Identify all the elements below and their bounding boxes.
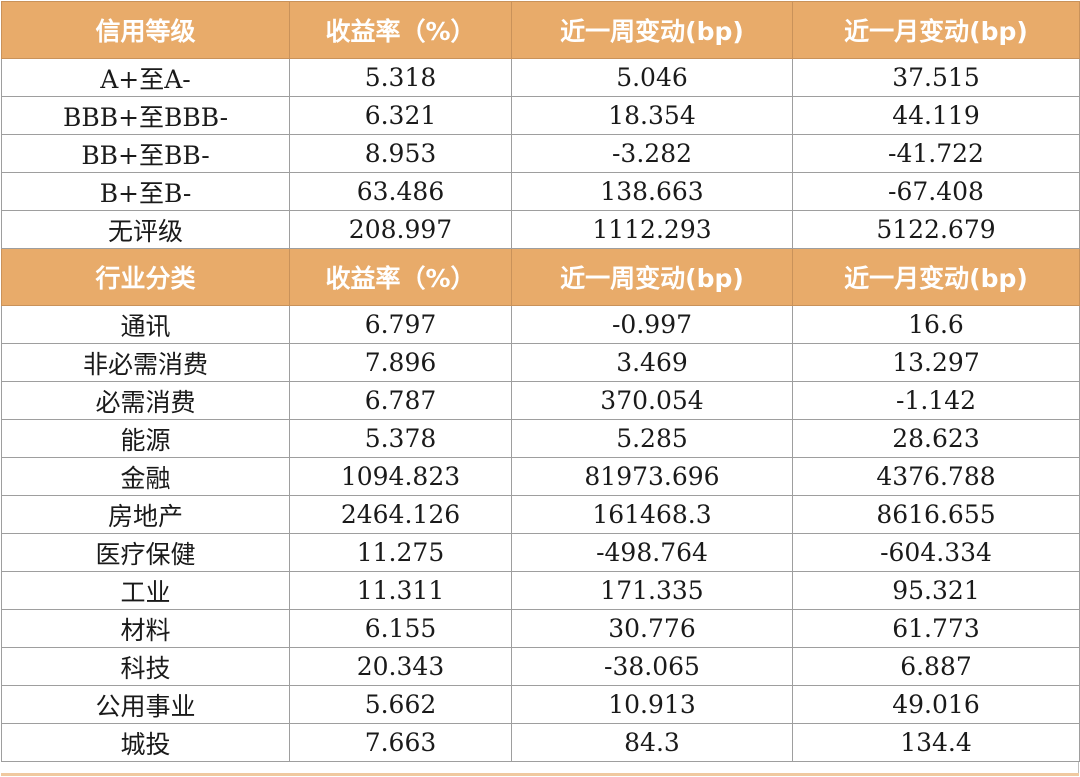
cell-week-change: -3.282: [511, 134, 793, 173]
cell-week-change: 10.913: [511, 685, 793, 724]
cell-category: 科技: [1, 647, 290, 686]
cell-category: BBB+至BBB-: [1, 96, 290, 135]
rating-header-week-change: 近一周变动(bp): [511, 1, 793, 59]
cell-month-change: 49.016: [792, 685, 1080, 724]
cell-yield: 2464.126: [289, 495, 512, 534]
cell-month-change: -67.408: [792, 172, 1080, 211]
cell-week-change: 18.354: [511, 96, 793, 135]
table-row: 金融 1094.823 81973.696 4376.788: [1, 457, 1080, 496]
cell-month-change: 8616.655: [792, 495, 1080, 534]
cell-yield: 63.486: [289, 172, 512, 211]
cell-week-change: 161468.3: [511, 495, 793, 534]
cell-week-change: -0.997: [511, 305, 793, 344]
cell-week-change: 171.335: [511, 571, 793, 610]
cell-yield: 7.896: [289, 343, 512, 382]
cell-week-change: 138.663: [511, 172, 793, 211]
cell-yield: 6.797: [289, 305, 512, 344]
cell-yield: 11.311: [289, 571, 512, 610]
cell-category: 医疗保健: [1, 533, 290, 572]
table-row: B+至B- 63.486 138.663 -67.408: [1, 172, 1080, 211]
cell-category: 材料: [1, 609, 290, 648]
cell-yield: 5.318: [289, 58, 512, 97]
cell-category: 非必需消费: [1, 343, 290, 382]
cell-week-change: -498.764: [511, 533, 793, 572]
table-row: 必需消费 6.787 370.054 -1.142: [1, 381, 1080, 420]
table-row: 通讯 6.797 -0.997 16.6: [1, 305, 1080, 344]
rating-header-row: 信用等级 收益率（%） 近一周变动(bp) 近一月变动(bp): [1, 1, 1080, 59]
cell-category: B+至B-: [1, 172, 290, 211]
cell-yield: 6.155: [289, 609, 512, 648]
cell-category: 房地产: [1, 495, 290, 534]
cell-month-change: 5122.679: [792, 210, 1080, 249]
cell-yield: 20.343: [289, 647, 512, 686]
cell-week-change: 5.285: [511, 419, 793, 458]
cell-week-change: 370.054: [511, 381, 793, 420]
cell-category: 必需消费: [1, 381, 290, 420]
cell-category: BB+至BB-: [1, 134, 290, 173]
industry-header-yield: 收益率（%）: [289, 248, 512, 306]
cell-week-change: 3.469: [511, 343, 793, 382]
cell-month-change: 95.321: [792, 571, 1080, 610]
cell-category: 无评级: [1, 210, 290, 249]
cell-category: 金融: [1, 457, 290, 496]
industry-header-month-change: 近一月变动(bp): [792, 248, 1080, 306]
rating-header-yield: 收益率（%）: [289, 1, 512, 59]
cell-week-change: 84.3: [511, 723, 793, 762]
cell-month-change: -41.722: [792, 134, 1080, 173]
rating-header-category: 信用等级: [1, 1, 290, 59]
table-row: 无评级 208.997 1112.293 5122.679: [1, 210, 1080, 249]
cell-month-change: 37.515: [792, 58, 1080, 97]
cell-yield: 7.663: [289, 723, 512, 762]
cell-yield: 6.787: [289, 381, 512, 420]
cell-month-change: 13.297: [792, 343, 1080, 382]
cell-yield: 11.275: [289, 533, 512, 572]
yield-table: 信用等级 收益率（%） 近一周变动(bp) 近一月变动(bp) A+至A- 5.318 5.…: [1, 1, 1080, 762]
cell-week-change: 30.776: [511, 609, 793, 648]
table-row: 非必需消费 7.896 3.469 13.297: [1, 343, 1080, 382]
cell-week-change: 1112.293: [511, 210, 793, 249]
cell-yield: 5.662: [289, 685, 512, 724]
cell-category: A+至A-: [1, 58, 290, 97]
table-row: 公用事业 5.662 10.913 49.016: [1, 685, 1080, 724]
table-row: 科技 20.343 -38.065 6.887: [1, 647, 1080, 686]
industry-header-week-change: 近一周变动(bp): [511, 248, 793, 306]
cell-yield: 1094.823: [289, 457, 512, 496]
cell-category: 工业: [1, 571, 290, 610]
industry-header-row: 行业分类 收益率（%） 近一周变动(bp) 近一月变动(bp): [1, 248, 1080, 306]
cell-month-change: 134.4: [792, 723, 1080, 762]
table-row: 能源 5.378 5.285 28.623: [1, 419, 1080, 458]
cell-month-change: 61.773: [792, 609, 1080, 648]
cell-month-change: 4376.788: [792, 457, 1080, 496]
cell-category: 能源: [1, 419, 290, 458]
yield-table-body: 信用等级 收益率（%） 近一周变动(bp) 近一月变动(bp) A+至A- 5.318 5.…: [1, 1, 1080, 762]
cell-month-change: 16.6: [792, 305, 1080, 344]
cell-month-change: -604.334: [792, 533, 1080, 572]
table-row: BBB+至BBB- 6.321 18.354 44.119: [1, 96, 1080, 135]
cell-yield: 208.997: [289, 210, 512, 249]
cell-month-change: 44.119: [792, 96, 1080, 135]
cell-yield: 5.378: [289, 419, 512, 458]
cell-week-change: 5.046: [511, 58, 793, 97]
table-row: 医疗保健 11.275 -498.764 -604.334: [1, 533, 1080, 572]
cell-week-change: 81973.696: [511, 457, 793, 496]
cell-category: 城投: [1, 723, 290, 762]
bottom-border: [1, 773, 1079, 776]
cell-month-change: 28.623: [792, 419, 1080, 458]
table-row: 房地产 2464.126 161468.3 8616.655: [1, 495, 1080, 534]
industry-header-category: 行业分类: [1, 248, 290, 306]
cell-yield: 8.953: [289, 134, 512, 173]
table-row: A+至A- 5.318 5.046 37.515: [1, 58, 1080, 97]
cell-category: 通讯: [1, 305, 290, 344]
table-row: 城投 7.663 84.3 134.4: [1, 723, 1080, 762]
cell-month-change: -1.142: [792, 381, 1080, 420]
cell-yield: 6.321: [289, 96, 512, 135]
cell-month-change: 6.887: [792, 647, 1080, 686]
table-row: 工业 11.311 171.335 95.321: [1, 571, 1080, 610]
rating-header-month-change: 近一月变动(bp): [792, 1, 1080, 59]
cell-week-change: -38.065: [511, 647, 793, 686]
table-row: BB+至BB- 8.953 -3.282 -41.722: [1, 134, 1080, 173]
cell-category: 公用事业: [1, 685, 290, 724]
table-row: 材料 6.155 30.776 61.773: [1, 609, 1080, 648]
